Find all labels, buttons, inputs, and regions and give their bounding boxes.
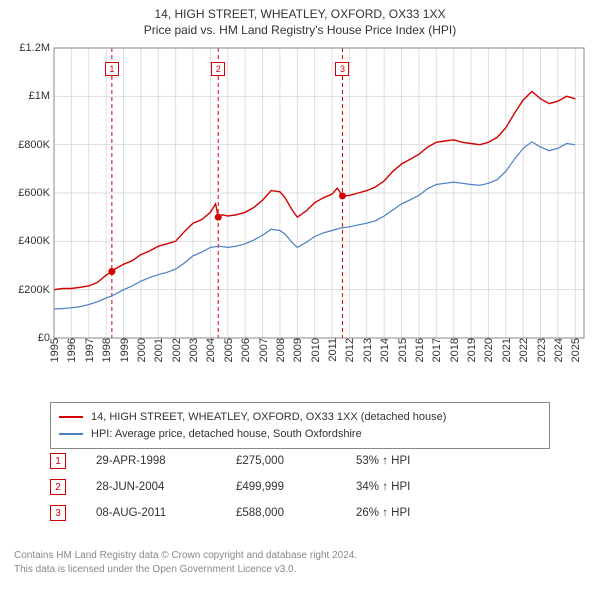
footer-line-2: This data is licensed under the Open Gov… bbox=[14, 563, 357, 577]
x-tick-label: 2010 bbox=[308, 338, 322, 362]
sale-date: 29-APR-1998 bbox=[96, 455, 236, 467]
x-tick-label: 2012 bbox=[342, 338, 356, 362]
x-tick-label: 2001 bbox=[151, 338, 165, 362]
x-tick-label: 2024 bbox=[551, 338, 565, 362]
plot-region: £0£200K£400K£600K£800K£1M£1.2M1995199619… bbox=[54, 48, 584, 338]
sale-diff: 34% ↑ HPI bbox=[356, 481, 466, 493]
x-tick-label: 2017 bbox=[429, 338, 443, 362]
legend-item: 14, HIGH STREET, WHEATLEY, OXFORD, OX33 … bbox=[59, 409, 541, 426]
sale-row: 3 08-AUG-2011£588,00026% ↑ HPI bbox=[50, 500, 550, 526]
x-tick-label: 2013 bbox=[360, 338, 374, 362]
x-tick-label: 2021 bbox=[499, 338, 513, 362]
chart-area: £0£200K£400K£600K£800K£1M£1.2M1995199619… bbox=[10, 42, 590, 392]
sale-marker: 3 bbox=[50, 505, 66, 521]
x-tick-label: 2009 bbox=[290, 338, 304, 362]
sale-marker: 2 bbox=[50, 479, 66, 495]
x-tick-label: 2000 bbox=[134, 338, 148, 362]
event-marker: 1 bbox=[105, 62, 119, 76]
legend-swatch bbox=[59, 433, 83, 435]
sale-diff: 53% ↑ HPI bbox=[356, 455, 466, 467]
x-tick-label: 1997 bbox=[82, 338, 96, 362]
chart-titles: 14, HIGH STREET, WHEATLEY, OXFORD, OX33 … bbox=[0, 0, 600, 38]
legend-label: HPI: Average price, detached house, Sout… bbox=[91, 426, 362, 443]
y-tick-label: £400K bbox=[18, 235, 54, 247]
sale-price: £275,000 bbox=[236, 455, 356, 467]
x-tick-label: 2008 bbox=[273, 338, 287, 362]
x-tick-label: 1996 bbox=[64, 338, 78, 362]
x-tick-label: 2004 bbox=[203, 338, 217, 362]
sale-diff: 26% ↑ HPI bbox=[356, 507, 466, 519]
legend-label: 14, HIGH STREET, WHEATLEY, OXFORD, OX33 … bbox=[91, 409, 446, 426]
legend-swatch bbox=[59, 416, 83, 418]
x-tick-label: 2019 bbox=[464, 338, 478, 362]
x-tick-label: 2014 bbox=[377, 338, 391, 362]
title-address: 14, HIGH STREET, WHEATLEY, OXFORD, OX33 … bbox=[0, 6, 600, 22]
sale-price: £588,000 bbox=[236, 507, 356, 519]
sale-price: £499,999 bbox=[236, 481, 356, 493]
y-tick-label: £200K bbox=[18, 284, 54, 296]
legend: 14, HIGH STREET, WHEATLEY, OXFORD, OX33 … bbox=[50, 402, 550, 449]
y-tick-label: £1.2M bbox=[19, 42, 54, 54]
x-tick-label: 2016 bbox=[412, 338, 426, 362]
sales-table: 1 29-APR-1998£275,00053% ↑ HPI 2 28-JUN-200… bbox=[50, 448, 550, 526]
x-tick-label: 1998 bbox=[99, 338, 113, 362]
x-tick-label: 1999 bbox=[117, 338, 131, 362]
x-tick-label: 2003 bbox=[186, 338, 200, 362]
footer-attribution: Contains HM Land Registry data © Crown c… bbox=[14, 549, 357, 576]
sale-row: 1 29-APR-1998£275,00053% ↑ HPI bbox=[50, 448, 550, 474]
x-tick-label: 2002 bbox=[169, 338, 183, 362]
title-subtitle: Price paid vs. HM Land Registry's House … bbox=[0, 22, 600, 38]
sale-date: 08-AUG-2011 bbox=[96, 507, 236, 519]
x-tick-label: 2020 bbox=[481, 338, 495, 362]
event-marker: 2 bbox=[211, 62, 225, 76]
sale-row: 2 28-JUN-2004£499,99934% ↑ HPI bbox=[50, 474, 550, 500]
x-tick-label: 2023 bbox=[534, 338, 548, 362]
x-tick-label: 2006 bbox=[238, 338, 252, 362]
x-tick-label: 2025 bbox=[568, 338, 582, 362]
x-tick-label: 2007 bbox=[256, 338, 270, 362]
event-marker: 3 bbox=[335, 62, 349, 76]
footer-line-1: Contains HM Land Registry data © Crown c… bbox=[14, 549, 357, 563]
y-tick-label: £800K bbox=[18, 139, 54, 151]
sale-date: 28-JUN-2004 bbox=[96, 481, 236, 493]
y-tick-label: £1M bbox=[29, 90, 54, 102]
legend-item: HPI: Average price, detached house, Sout… bbox=[59, 426, 541, 443]
x-tick-label: 1995 bbox=[47, 338, 61, 362]
x-tick-label: 2015 bbox=[395, 338, 409, 362]
x-tick-label: 2005 bbox=[221, 338, 235, 362]
x-tick-label: 2022 bbox=[516, 338, 530, 362]
x-tick-label: 2011 bbox=[325, 338, 339, 362]
x-tick-label: 2018 bbox=[447, 338, 461, 362]
sale-marker: 1 bbox=[50, 453, 66, 469]
y-tick-label: £600K bbox=[18, 187, 54, 199]
